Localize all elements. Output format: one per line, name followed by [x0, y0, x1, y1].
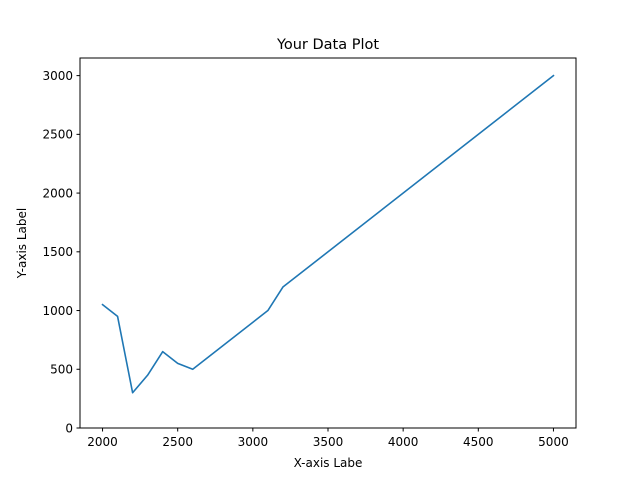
y-tick-label: 3000	[42, 69, 73, 83]
x-tick-label: 2500	[162, 435, 193, 449]
series-line	[101, 74, 555, 394]
x-axis-label: X-axis Labe	[294, 456, 363, 470]
y-tick-label: 2500	[42, 128, 73, 142]
x-tick-label: 3000	[238, 435, 269, 449]
x-tick-label: 4500	[463, 435, 494, 449]
x-tick-label: 4000	[388, 435, 419, 449]
y-axis-ticks: 0 500 1000 1500 2000 2500 3000	[42, 69, 80, 435]
series-layer	[101, 74, 555, 394]
y-axis-label: Y-axis Label	[15, 208, 29, 279]
y-tick-label: 1500	[42, 245, 73, 259]
y-tick-label: 0	[65, 421, 73, 435]
x-tick-label: 2000	[87, 435, 118, 449]
x-tick-label: 3500	[313, 435, 344, 449]
x-axis-ticks: 2000 2500 3000 3500 4000 4500 5000	[87, 428, 569, 449]
y-tick-label: 1000	[42, 304, 73, 318]
axes-frame	[79, 57, 577, 429]
chart-title: Your Data Plot	[276, 37, 379, 53]
y-tick-label: 2000	[42, 186, 73, 200]
y-tick-label: 500	[50, 363, 73, 377]
x-tick-label: 5000	[538, 435, 569, 449]
